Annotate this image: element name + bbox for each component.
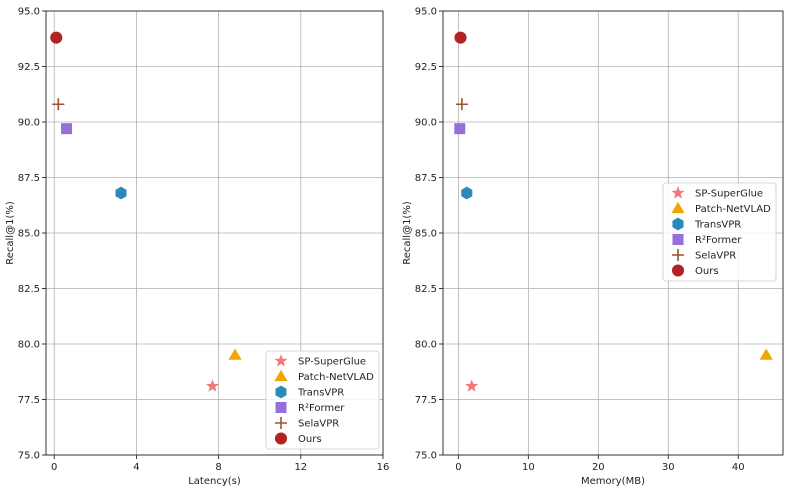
legend-label-sp-superglue: SP-SuperGlue [695, 189, 763, 200]
legend-marker-r2former [672, 234, 684, 245]
x-tick-label: 12 [294, 462, 307, 473]
legend-marker-sp-superglue [671, 186, 685, 199]
legend: SP-SuperGlue Patch-NetVLAD TransVPR R²Forme… [265, 350, 380, 450]
legend-marker-ours [274, 432, 288, 445]
legend-label-r2former: R²Former [298, 403, 345, 414]
y-tick-label: 92.5 [18, 62, 40, 73]
legend-marker-selavpr [671, 248, 685, 262]
latency-chart: 0 4 8 12 16 75.0 77.5 80.0 82.5 85.0 87.5 90.0 92.5 9… [5, 7, 389, 488]
memory-chart: 0 10 20 30 40 75.0 77.5 80.0 82.5 85.0 87.5 90.0 92.… [402, 7, 784, 487]
x-axis-label: Memory(MB) [581, 476, 645, 487]
y-tick-label: 90.0 [415, 118, 437, 129]
point-selavpr [52, 98, 65, 111]
point-transvpr [461, 186, 473, 200]
legend-marker-sp-superglue [274, 354, 288, 367]
y-tick-label: 95.0 [415, 7, 437, 18]
legend-label-r2former: R²Former [695, 235, 742, 246]
x-tick-label: 16 [377, 462, 390, 473]
point-sp-superglue [465, 379, 479, 392]
legend-marker-r2former [275, 402, 287, 413]
point-r2former [61, 123, 73, 135]
y-tick-label: 77.5 [18, 395, 40, 406]
legend-marker-transvpr [672, 217, 684, 231]
legend-label-patch-netvlad: Patch-NetVLAD [695, 204, 771, 215]
point-sp-superglue [205, 379, 219, 392]
y-tick-label: 80.0 [415, 340, 437, 351]
x-tick-label: 4 [133, 462, 139, 473]
legend-label-transvpr: TransVPR [694, 220, 741, 231]
legend-marker-transvpr [275, 385, 287, 399]
y-tick-label: 95.0 [18, 7, 40, 18]
legend-marker-selavpr [274, 416, 288, 430]
legend-marker-patch-netvlad [671, 201, 685, 214]
x-tick-label: 0 [51, 462, 57, 473]
point-patch-netvlad [759, 348, 773, 360]
point-selavpr [455, 98, 468, 111]
legend-label-selavpr: SelaVPR [298, 419, 339, 430]
y-axis-label: Recall@1(%) [5, 201, 16, 265]
y-tick-label: 87.5 [415, 173, 437, 184]
y-tick-label: 85.0 [18, 229, 40, 240]
point-patch-netvlad [228, 348, 242, 360]
legend-label-sp-superglue: SP-SuperGlue [298, 357, 366, 368]
y-tick-label: 75.0 [415, 451, 437, 462]
legend-label-ours: Ours [298, 434, 322, 445]
legend-label-transvpr: TransVPR [297, 388, 344, 399]
point-r2former [454, 123, 466, 135]
y-tick-label: 92.5 [415, 62, 437, 73]
x-tick-label: 0 [455, 462, 461, 473]
y-tick-label: 85.0 [415, 229, 437, 240]
y-tick-label: 82.5 [18, 284, 40, 295]
legend: SP-SuperGlue Patch-NetVLAD TransVPR R²Forme… [662, 182, 777, 282]
x-tick-label: 8 [215, 462, 221, 473]
y-tick-label: 77.5 [415, 395, 437, 406]
x-tick-label: 40 [732, 462, 745, 473]
legend-marker-patch-netvlad [274, 369, 288, 382]
y-tick-label: 80.0 [18, 340, 40, 351]
point-transvpr [115, 186, 127, 200]
y-tick-label: 75.0 [18, 451, 40, 462]
legend-marker-ours [671, 264, 685, 277]
legend-label-selavpr: SelaVPR [695, 251, 736, 262]
y-axis-label: Recall@1(%) [402, 201, 413, 265]
point-ours [454, 31, 467, 44]
legend-box [662, 182, 777, 282]
y-tick-label: 90.0 [18, 118, 40, 129]
legend-box [265, 350, 380, 450]
legend-label-ours: Ours [695, 266, 719, 277]
x-tick-label: 20 [592, 462, 605, 473]
y-tick-label: 87.5 [18, 173, 40, 184]
point-ours [50, 31, 63, 44]
x-axis-label: Latency(s) [188, 476, 241, 487]
x-tick-label: 10 [522, 462, 535, 473]
x-tick-label: 30 [662, 462, 675, 473]
y-tick-label: 82.5 [415, 284, 437, 295]
legend-label-patch-netvlad: Patch-NetVLAD [298, 372, 374, 383]
